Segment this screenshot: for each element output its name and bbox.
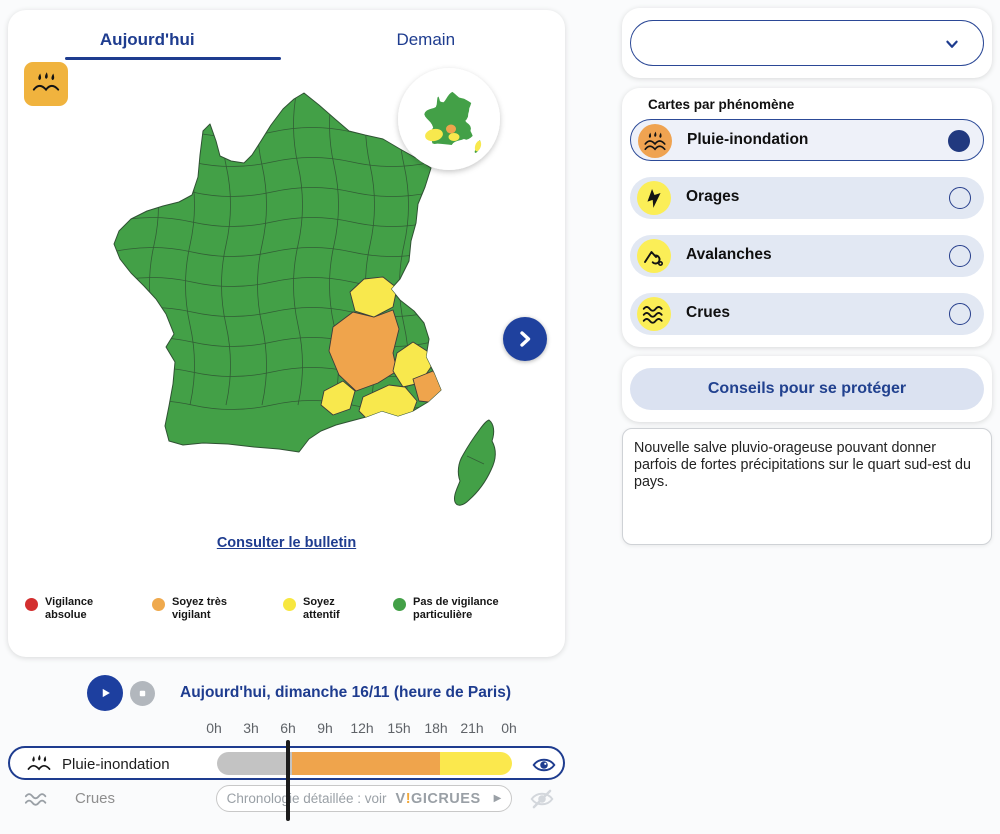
chevron-right-icon: [520, 331, 531, 347]
timeline-date-label: Aujourd'hui, dimanche 16/11 (heure de Pa…: [180, 684, 511, 701]
rain-flood-icon: [32, 72, 60, 92]
storm-icon: [637, 181, 671, 215]
timeline-row-crues: Crues Chronologie détaillée : voir V!GIC…: [8, 785, 565, 813]
time-tick: 6h: [280, 720, 296, 736]
visibility-toggle-crues[interactable]: [529, 786, 555, 812]
phenomena-card: Cartes par phénomène Pluie-inondation Or…: [622, 88, 992, 347]
bulletin-text-box: Nouvelle salve pluvio-orageuse pouvant d…: [622, 428, 992, 545]
vigicrues-chronology-button[interactable]: Chronologie détaillée : voir V!GICRUES ▶: [216, 785, 512, 812]
row-label: Crues: [75, 790, 116, 807]
vigilance-timeline-bar: [217, 752, 512, 775]
active-tab-underline: [65, 57, 281, 60]
flood-waves-icon: [637, 297, 671, 331]
consult-bulletin-link[interactable]: Consulter le bulletin: [216, 535, 357, 551]
legend-item-orange: Soyez très vigilant: [152, 596, 227, 622]
protection-advice-button[interactable]: Conseils pour se protéger: [630, 368, 984, 410]
phenomenon-label: Avalanches: [686, 246, 772, 263]
red-level-dot: [25, 598, 38, 611]
time-tick: 21h: [460, 720, 484, 736]
orange-level-dot: [152, 598, 165, 611]
france-vigilance-map[interactable]: [112, 60, 560, 530]
eye-icon: [532, 758, 556, 772]
vigicrues-logo: V!GICRUES: [395, 790, 481, 807]
next-map-arrow-button[interactable]: [503, 317, 547, 361]
eye-off-icon: [530, 789, 554, 809]
tab-today[interactable]: Aujourd'hui: [99, 30, 195, 49]
stop-button[interactable]: [130, 681, 155, 706]
region-select-card: [622, 8, 992, 78]
radio-orages[interactable]: [949, 187, 971, 209]
phenomenon-label: Pluie-inondation: [687, 131, 809, 148]
corsica-border: [466, 455, 485, 465]
time-tick: 12h: [350, 720, 374, 736]
vigilance-zones: [320, 276, 441, 428]
legend-item-red: Vigilance absolue: [25, 596, 93, 622]
arrow-right-icon: ▶: [493, 793, 502, 804]
inset-map-preview[interactable]: [398, 68, 500, 170]
timeline-playhead[interactable]: [286, 740, 290, 821]
time-tick: 3h: [243, 720, 259, 736]
phenomenon-item-crues[interactable]: Crues: [630, 293, 984, 335]
radio-crues[interactable]: [949, 303, 971, 325]
visibility-toggle-rain[interactable]: [531, 752, 557, 778]
time-tick: 0h: [206, 720, 222, 736]
play-button[interactable]: [87, 675, 123, 711]
phenomenon-label: Orages: [686, 188, 740, 205]
time-tick: 0h: [501, 720, 517, 736]
rain-flood-icon: [27, 754, 51, 771]
phenomenon-item-avalanches[interactable]: Avalanches: [630, 235, 984, 277]
avalanche-icon: [637, 239, 671, 273]
segment-orange: [292, 752, 440, 775]
time-tick: 15h: [387, 720, 411, 736]
stop-icon: [139, 690, 146, 697]
flood-waves-icon: [24, 793, 47, 806]
phenomenon-label: Crues: [686, 304, 730, 321]
phenomenon-item-pluie-inondation[interactable]: Pluie-inondation: [630, 119, 984, 161]
radio-pluie-inondation[interactable]: [948, 130, 970, 152]
phenomena-heading: Cartes par phénomène: [648, 97, 795, 112]
chevron-down-icon: [946, 40, 958, 48]
segment-yellow: [440, 752, 512, 775]
legend-item-green: Pas de vigilance particulière: [393, 596, 499, 622]
time-tick: 18h: [424, 720, 448, 736]
tab-tomorrow[interactable]: Demain: [396, 30, 456, 49]
rain-flood-alert-chip: [24, 62, 68, 106]
time-axis: 0h 3h 6h 9h 12h 15h 18h 21h 0h: [0, 720, 1000, 738]
green-level-dot: [393, 598, 406, 611]
region-select[interactable]: [630, 20, 984, 66]
bulletin-text: Nouvelle salve pluvio-orageuse pouvant d…: [634, 440, 971, 491]
rain-flood-icon: [638, 124, 672, 158]
vigilance-map-card: Aujourd'hui Demain: [8, 10, 565, 657]
time-tick: 9h: [317, 720, 333, 736]
advice-card: Conseils pour se protéger: [622, 356, 992, 422]
phenomenon-item-orages[interactable]: Orages: [630, 177, 984, 219]
legend-item-yellow: Soyez attentif: [283, 596, 340, 622]
radio-avalanches[interactable]: [949, 245, 971, 267]
yellow-level-dot: [283, 598, 296, 611]
segment-none: [217, 752, 292, 775]
row-label: Pluie-inondation: [62, 756, 170, 773]
play-icon: [102, 688, 110, 698]
